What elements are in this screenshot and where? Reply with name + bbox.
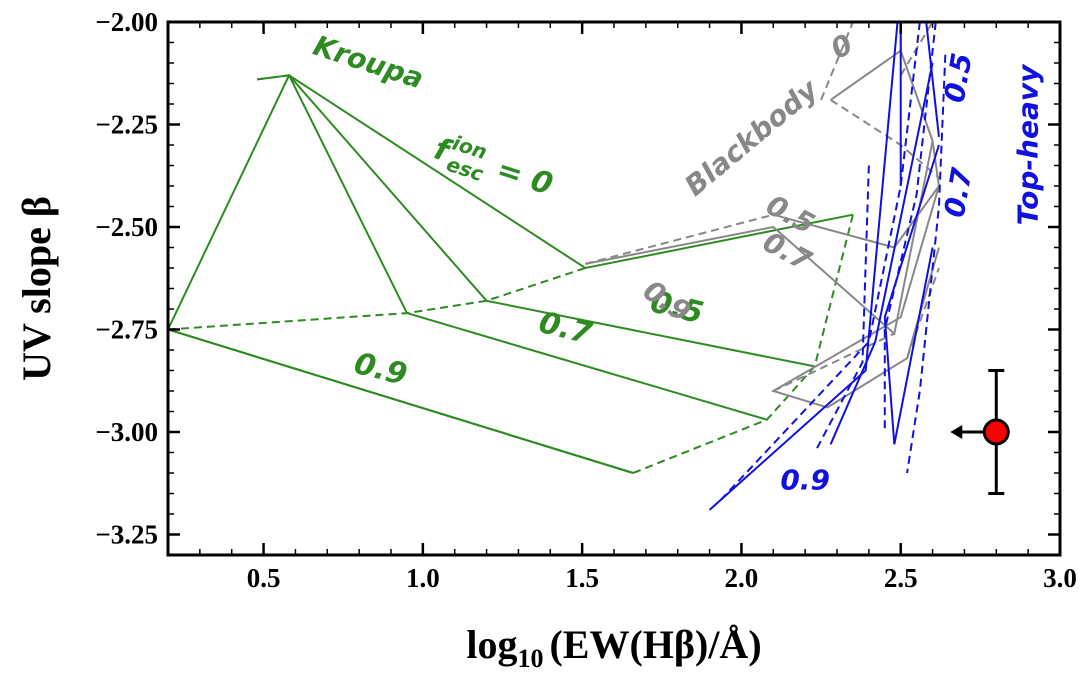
kroupa-dashed-line-0 [257, 74, 290, 81]
axis-ticks [167, 20, 1062, 556]
fesc-label: fionesc = 0 [428, 126, 558, 207]
y-axis-label: UV slope β [14, 196, 59, 381]
blackbody-dashed-line-0 [820, 22, 854, 101]
model-lines [168, 22, 947, 511]
x-axis-label: log10 (EW(Hβ)/Å) [466, 622, 761, 673]
annotation-label: 0.5 [938, 50, 979, 105]
annotation-label: 0.9 [780, 463, 830, 496]
y-tick-label: −3.25 [95, 520, 158, 550]
annotation-label: Top-heavy [1012, 63, 1045, 225]
annotation-label: 0.9 [351, 346, 411, 393]
topheavy-solid-line-2 [883, 144, 940, 445]
topheavy-dashed-line-3 [906, 54, 947, 474]
annotation-label: 0.7 [938, 165, 979, 220]
data-point [950, 369, 1010, 495]
kroupa-solid-line-2 [288, 74, 815, 368]
upper-limit-arrowhead [950, 425, 963, 439]
kroupa-solid-line-0 [168, 74, 634, 474]
y-tick-label: −2.75 [95, 315, 158, 345]
x-tick-label: 2.5 [884, 563, 918, 593]
annotation-label: Kroupa [309, 29, 427, 95]
kroupa-dashed-line-1 [168, 267, 586, 331]
x-axis-label-prefix: log [466, 622, 517, 667]
y-tick-label: −3.00 [95, 417, 158, 447]
annotation-label: 0 [825, 27, 858, 65]
kroupa-solid-line-4 [168, 328, 634, 474]
fesc-eq: = 0 [482, 149, 556, 203]
x-tick-label: 1.5 [565, 563, 599, 593]
blackbody-solid-line-2 [585, 140, 934, 336]
x-tick-label: 3.0 [1043, 563, 1077, 593]
topheavy-solid-line-1 [829, 62, 934, 445]
x-tick-label: 2.0 [725, 563, 759, 593]
y-tick-label: −2.00 [95, 7, 158, 37]
x-tick-label: 0.5 [247, 563, 281, 593]
kroupa-solid-line-1 [288, 74, 854, 270]
annotation-label: Blackbody [678, 72, 825, 203]
topheavy-dashed-line-1 [718, 22, 921, 503]
tick-labels: 0.5 1.0 1.5 2.0 2.5 3.0 −2.00 −2.25 −2.50 −2.75 −3… [95, 7, 1077, 593]
y-tick-label: −2.25 [95, 110, 158, 140]
x-tick-label: 1.0 [406, 563, 440, 593]
blackbody-solid-line-3 [770, 185, 940, 409]
topheavy-solid-line-0 [708, 22, 899, 511]
blackbody-dashed-line-2 [585, 213, 774, 265]
observed-point [982, 418, 1010, 446]
blackbody-dashed-line-4 [906, 267, 940, 359]
topheavy-dashed-line-0 [813, 165, 870, 453]
topheavy-solid-line-3 [925, 22, 940, 137]
y-tick-label: −2.50 [95, 212, 158, 242]
kroupa-dashed-line-2 [632, 214, 854, 474]
x-axis-label-rest: (EW(Hβ)/Å) [549, 622, 761, 667]
x-axis-label-sub: 10 [517, 644, 543, 673]
annotation-label: 0.7 [535, 305, 595, 352]
